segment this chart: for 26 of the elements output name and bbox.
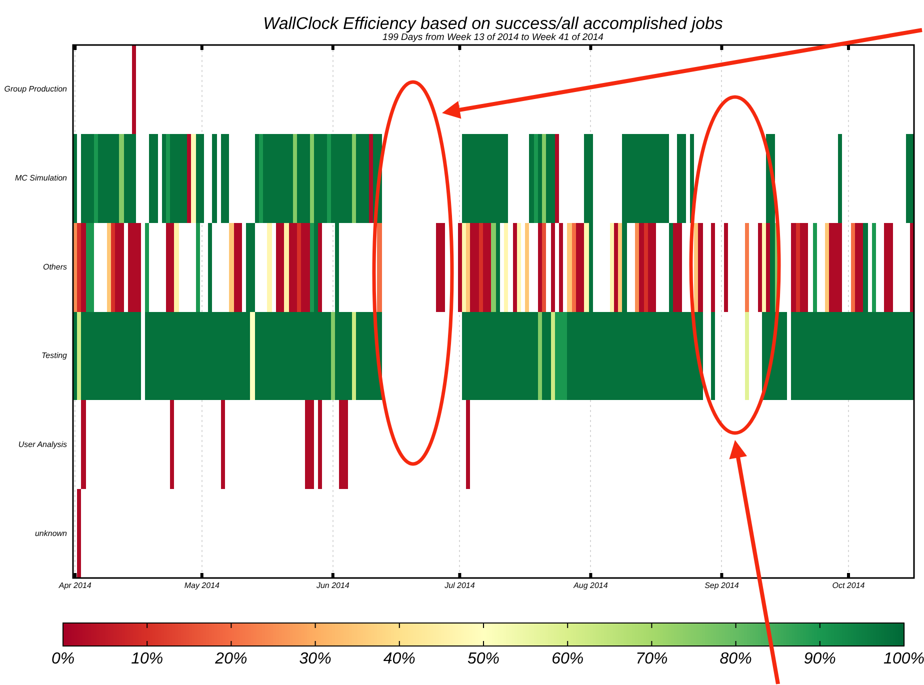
- chart-subtitle: 199 Days from Week 13 of 2014 to Week 41 of 2014: [382, 32, 604, 43]
- color-bar-label: 100%: [884, 650, 924, 668]
- x-tick-label: Jul 2014: [444, 581, 476, 590]
- color-bar-label: 90%: [804, 650, 836, 668]
- color-bar-label: 0%: [51, 650, 75, 668]
- y-tick-label: unknown: [34, 528, 68, 538]
- color-bar-label: 20%: [214, 650, 248, 668]
- y-tick-label: MC Simulation: [14, 173, 68, 182]
- color-bar-label: 40%: [383, 650, 416, 668]
- chart-title: WallClock Efficiency based on success/all accomplished jobs: [263, 14, 724, 33]
- y-tick-label: User Analysis: [18, 440, 67, 449]
- x-tick-label: Aug 2014: [572, 581, 608, 590]
- y-tick-label: Testing: [42, 351, 68, 360]
- y-tick-label: Others: [42, 262, 67, 272]
- x-tick-label: May 2014: [184, 581, 220, 590]
- x-tick-label: Oct 2014: [832, 581, 866, 590]
- color-bar-label: 60%: [552, 650, 584, 668]
- color-bar-label: 30%: [299, 650, 332, 668]
- color-bar-label: 80%: [720, 650, 752, 668]
- y-tick-label: Group Production: [4, 84, 68, 94]
- color-bar-label: 50%: [467, 650, 500, 668]
- x-tick-label: Apr 2014: [58, 581, 92, 590]
- x-tick-label: Jun 2014: [315, 581, 350, 590]
- color-bar-label: 70%: [636, 650, 668, 668]
- color-bar-label: 10%: [131, 650, 164, 668]
- x-tick-label: Sep 2014: [704, 581, 740, 590]
